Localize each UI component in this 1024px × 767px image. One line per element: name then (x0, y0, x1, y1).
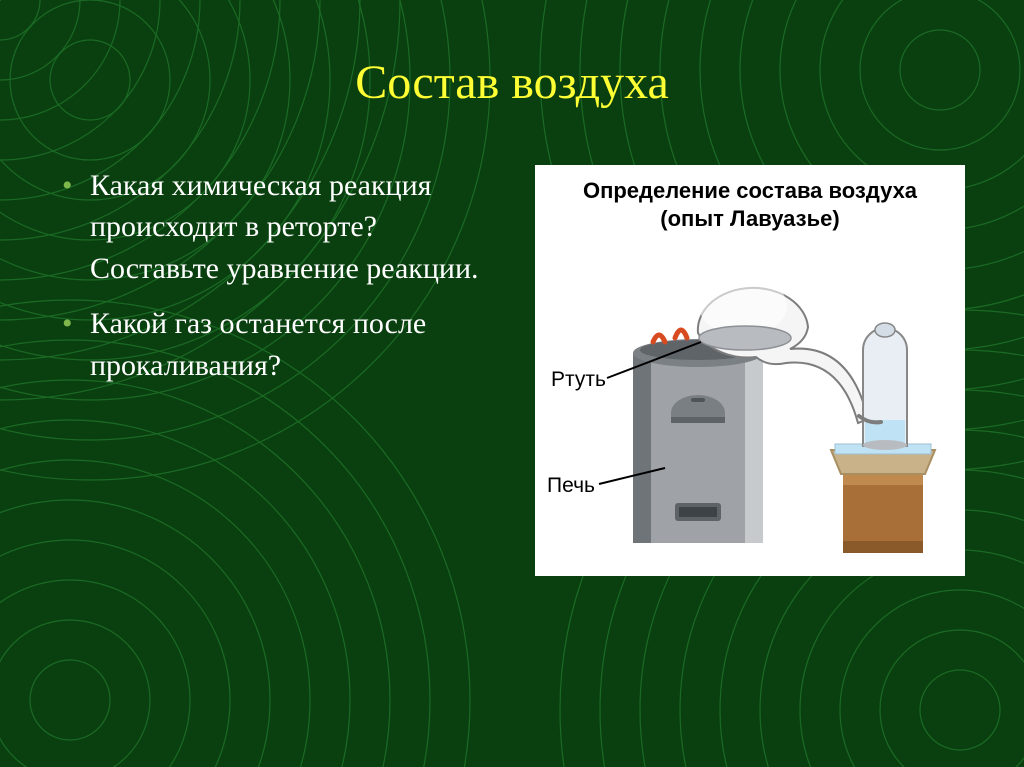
bell-jar-icon (859, 323, 907, 450)
figure-title: Определение состава воздуха (опыт Лавуаз… (583, 177, 917, 232)
label-furnace-text: Печь (547, 474, 595, 497)
figure-panel: Определение состава воздуха (опыт Лавуаз… (535, 165, 965, 576)
stand-icon (843, 473, 923, 553)
label-mercury-text: Ртуть (551, 368, 606, 391)
bullet-item: Какая химическая реакция происходит в ре… (90, 165, 505, 289)
bullet-list: Какая химическая реакция происходит в ре… (60, 165, 505, 400)
content-row: Какая химическая реакция происходит в ре… (60, 165, 964, 576)
figure-title-line1: Определение состава воздуха (583, 178, 917, 203)
slide-title: Состав воздуха (60, 55, 964, 110)
figure-title-line2: (опыт Лавуазье) (660, 206, 839, 231)
lavoisier-diagram: Ртуть Печь (543, 238, 957, 568)
bullet-item: Какой газ останется после прокаливания? (90, 303, 505, 386)
furnace-icon (633, 327, 763, 543)
